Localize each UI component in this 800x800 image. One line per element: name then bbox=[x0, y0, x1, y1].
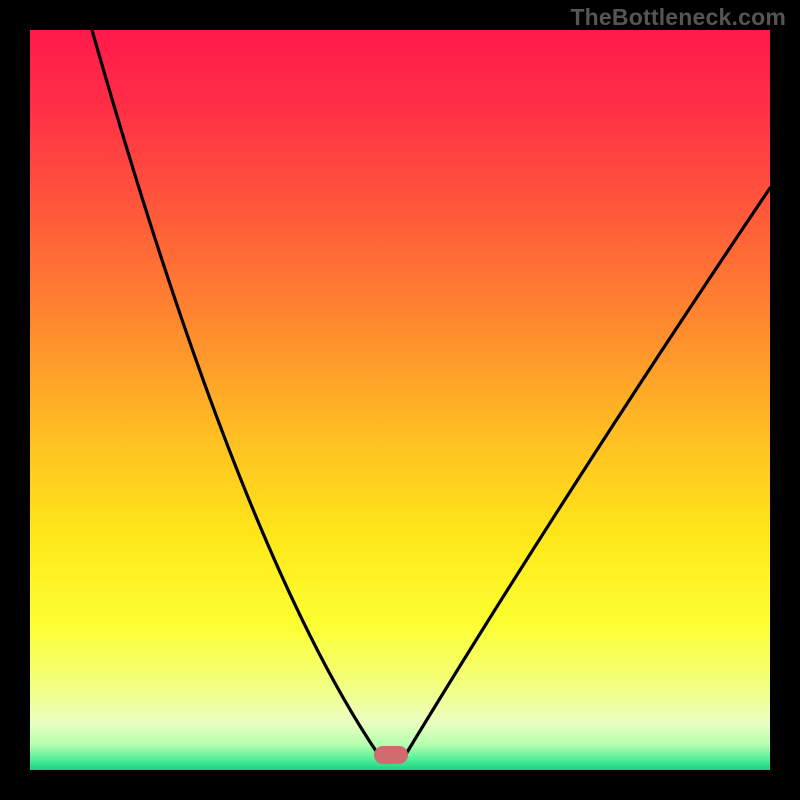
watermark-text: TheBottleneck.com bbox=[570, 4, 786, 31]
bottleneck-curve bbox=[30, 30, 770, 770]
chart-frame: TheBottleneck.com bbox=[0, 0, 800, 800]
plot-area bbox=[30, 30, 770, 770]
optimum-marker bbox=[374, 746, 408, 764]
